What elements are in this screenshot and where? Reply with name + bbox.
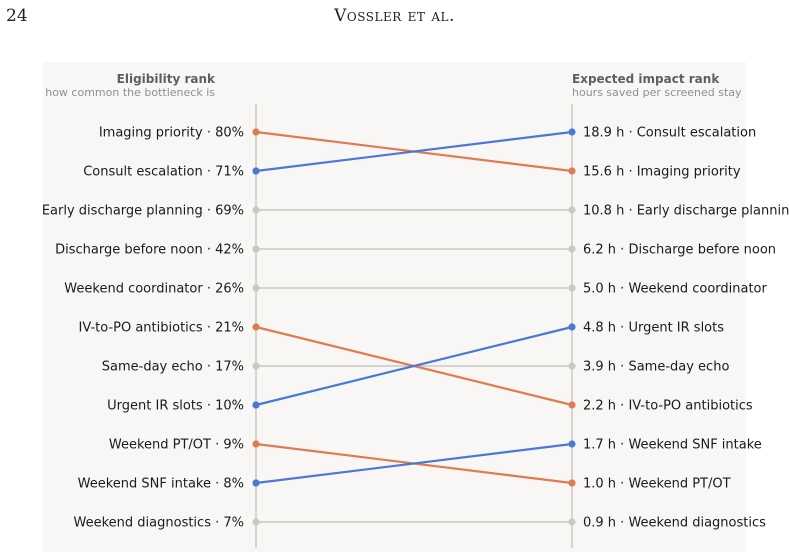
left-rank-label: Discharge before noon · 42%: [55, 243, 244, 258]
right-rank-label: 4.8 h · Urgent IR slots: [583, 321, 724, 336]
right-point-early-discharge-planning: [568, 206, 576, 214]
left-point-discharge-before-noon: [252, 245, 260, 253]
right-rank-label: 6.2 h · Discharge before noon: [583, 243, 776, 258]
left-rank-label: IV-to-PO antibiotics · 21%: [79, 321, 245, 336]
left-point-weekend-snf-intake: [252, 479, 260, 487]
left-point-iv-to-po-antibiotics: [252, 323, 260, 331]
right-point-urgent-ir-slots: [568, 323, 576, 331]
right-rank-label: 0.9 h · Weekend diagnostics: [583, 516, 766, 531]
left-rank-label: Weekend SNF intake · 8%: [78, 477, 244, 492]
left-point-same-day-echo: [252, 362, 260, 370]
left-point-consult-escalation: [252, 167, 260, 175]
left-rank-label: Urgent IR slots · 10%: [107, 399, 244, 414]
right-axis-subtitle: hours saved per screened stay: [572, 86, 742, 99]
right-rank-label: 18.9 h · Consult escalation: [583, 126, 756, 141]
left-rank-label: Weekend coordinator · 26%: [64, 282, 244, 297]
right-point-same-day-echo: [568, 362, 576, 370]
left-axis-subtitle: how common the bottleneck is: [45, 86, 215, 99]
right-rank-label: 1.7 h · Weekend SNF intake: [583, 438, 762, 453]
right-rank-label: 1.0 h · Weekend PT/OT: [583, 477, 731, 492]
right-rank-label: 5.0 h · Weekend coordinator: [583, 282, 768, 297]
left-rank-label: Weekend diagnostics · 7%: [74, 516, 244, 531]
right-point-weekend-diagnostics: [568, 518, 576, 526]
right-point-iv-to-po-antibiotics: [568, 401, 576, 409]
right-point-weekend-coordinator: [568, 284, 576, 292]
right-axis-header: Expected impact rank hours saved per scr…: [572, 72, 742, 99]
left-rank-label: Early discharge planning · 69%: [42, 204, 244, 219]
slope-chart-figure: Eligibility rank how common the bottlene…: [43, 62, 746, 552]
left-point-urgent-ir-slots: [252, 401, 260, 409]
left-rank-label: Consult escalation · 71%: [83, 165, 244, 180]
left-point-weekend-diagnostics: [252, 518, 260, 526]
right-point-consult-escalation: [568, 128, 576, 136]
right-point-discharge-before-noon: [568, 245, 576, 253]
left-rank-label: Same-day echo · 17%: [102, 360, 244, 375]
slope-line-consult-escalation: [254, 130, 574, 173]
right-axis-title: Expected impact rank: [572, 72, 720, 86]
right-point-weekend-pt-ot: [568, 479, 576, 487]
left-point-early-discharge-planning: [252, 206, 260, 214]
slope-line-weekend-snf-intake: [254, 442, 574, 485]
right-rank-label: 15.6 h · Imaging priority: [583, 165, 741, 180]
left-axis-header: Eligibility rank how common the bottlene…: [45, 72, 215, 99]
left-point-weekend-pt-ot: [252, 440, 260, 448]
left-rank-label: Weekend PT/OT · 9%: [109, 438, 244, 453]
running-head: Vossler et al.: [334, 6, 455, 26]
right-point-weekend-snf-intake: [568, 440, 576, 448]
page-number: 24: [6, 6, 28, 26]
right-rank-label: 10.8 h · Early discharge planning: [583, 204, 789, 219]
left-axis-title: Eligibility rank: [116, 72, 215, 86]
right-rank-label: 2.2 h · IV-to-PO antibiotics: [583, 399, 753, 414]
left-point-imaging-priority: [252, 128, 260, 136]
left-rank-label: Imaging priority · 80%: [99, 126, 244, 141]
right-point-imaging-priority: [568, 167, 576, 175]
right-rank-label: 3.9 h · Same-day echo: [583, 360, 729, 375]
left-point-weekend-coordinator: [252, 284, 260, 292]
slope-line-urgent-ir-slots: [254, 325, 574, 407]
